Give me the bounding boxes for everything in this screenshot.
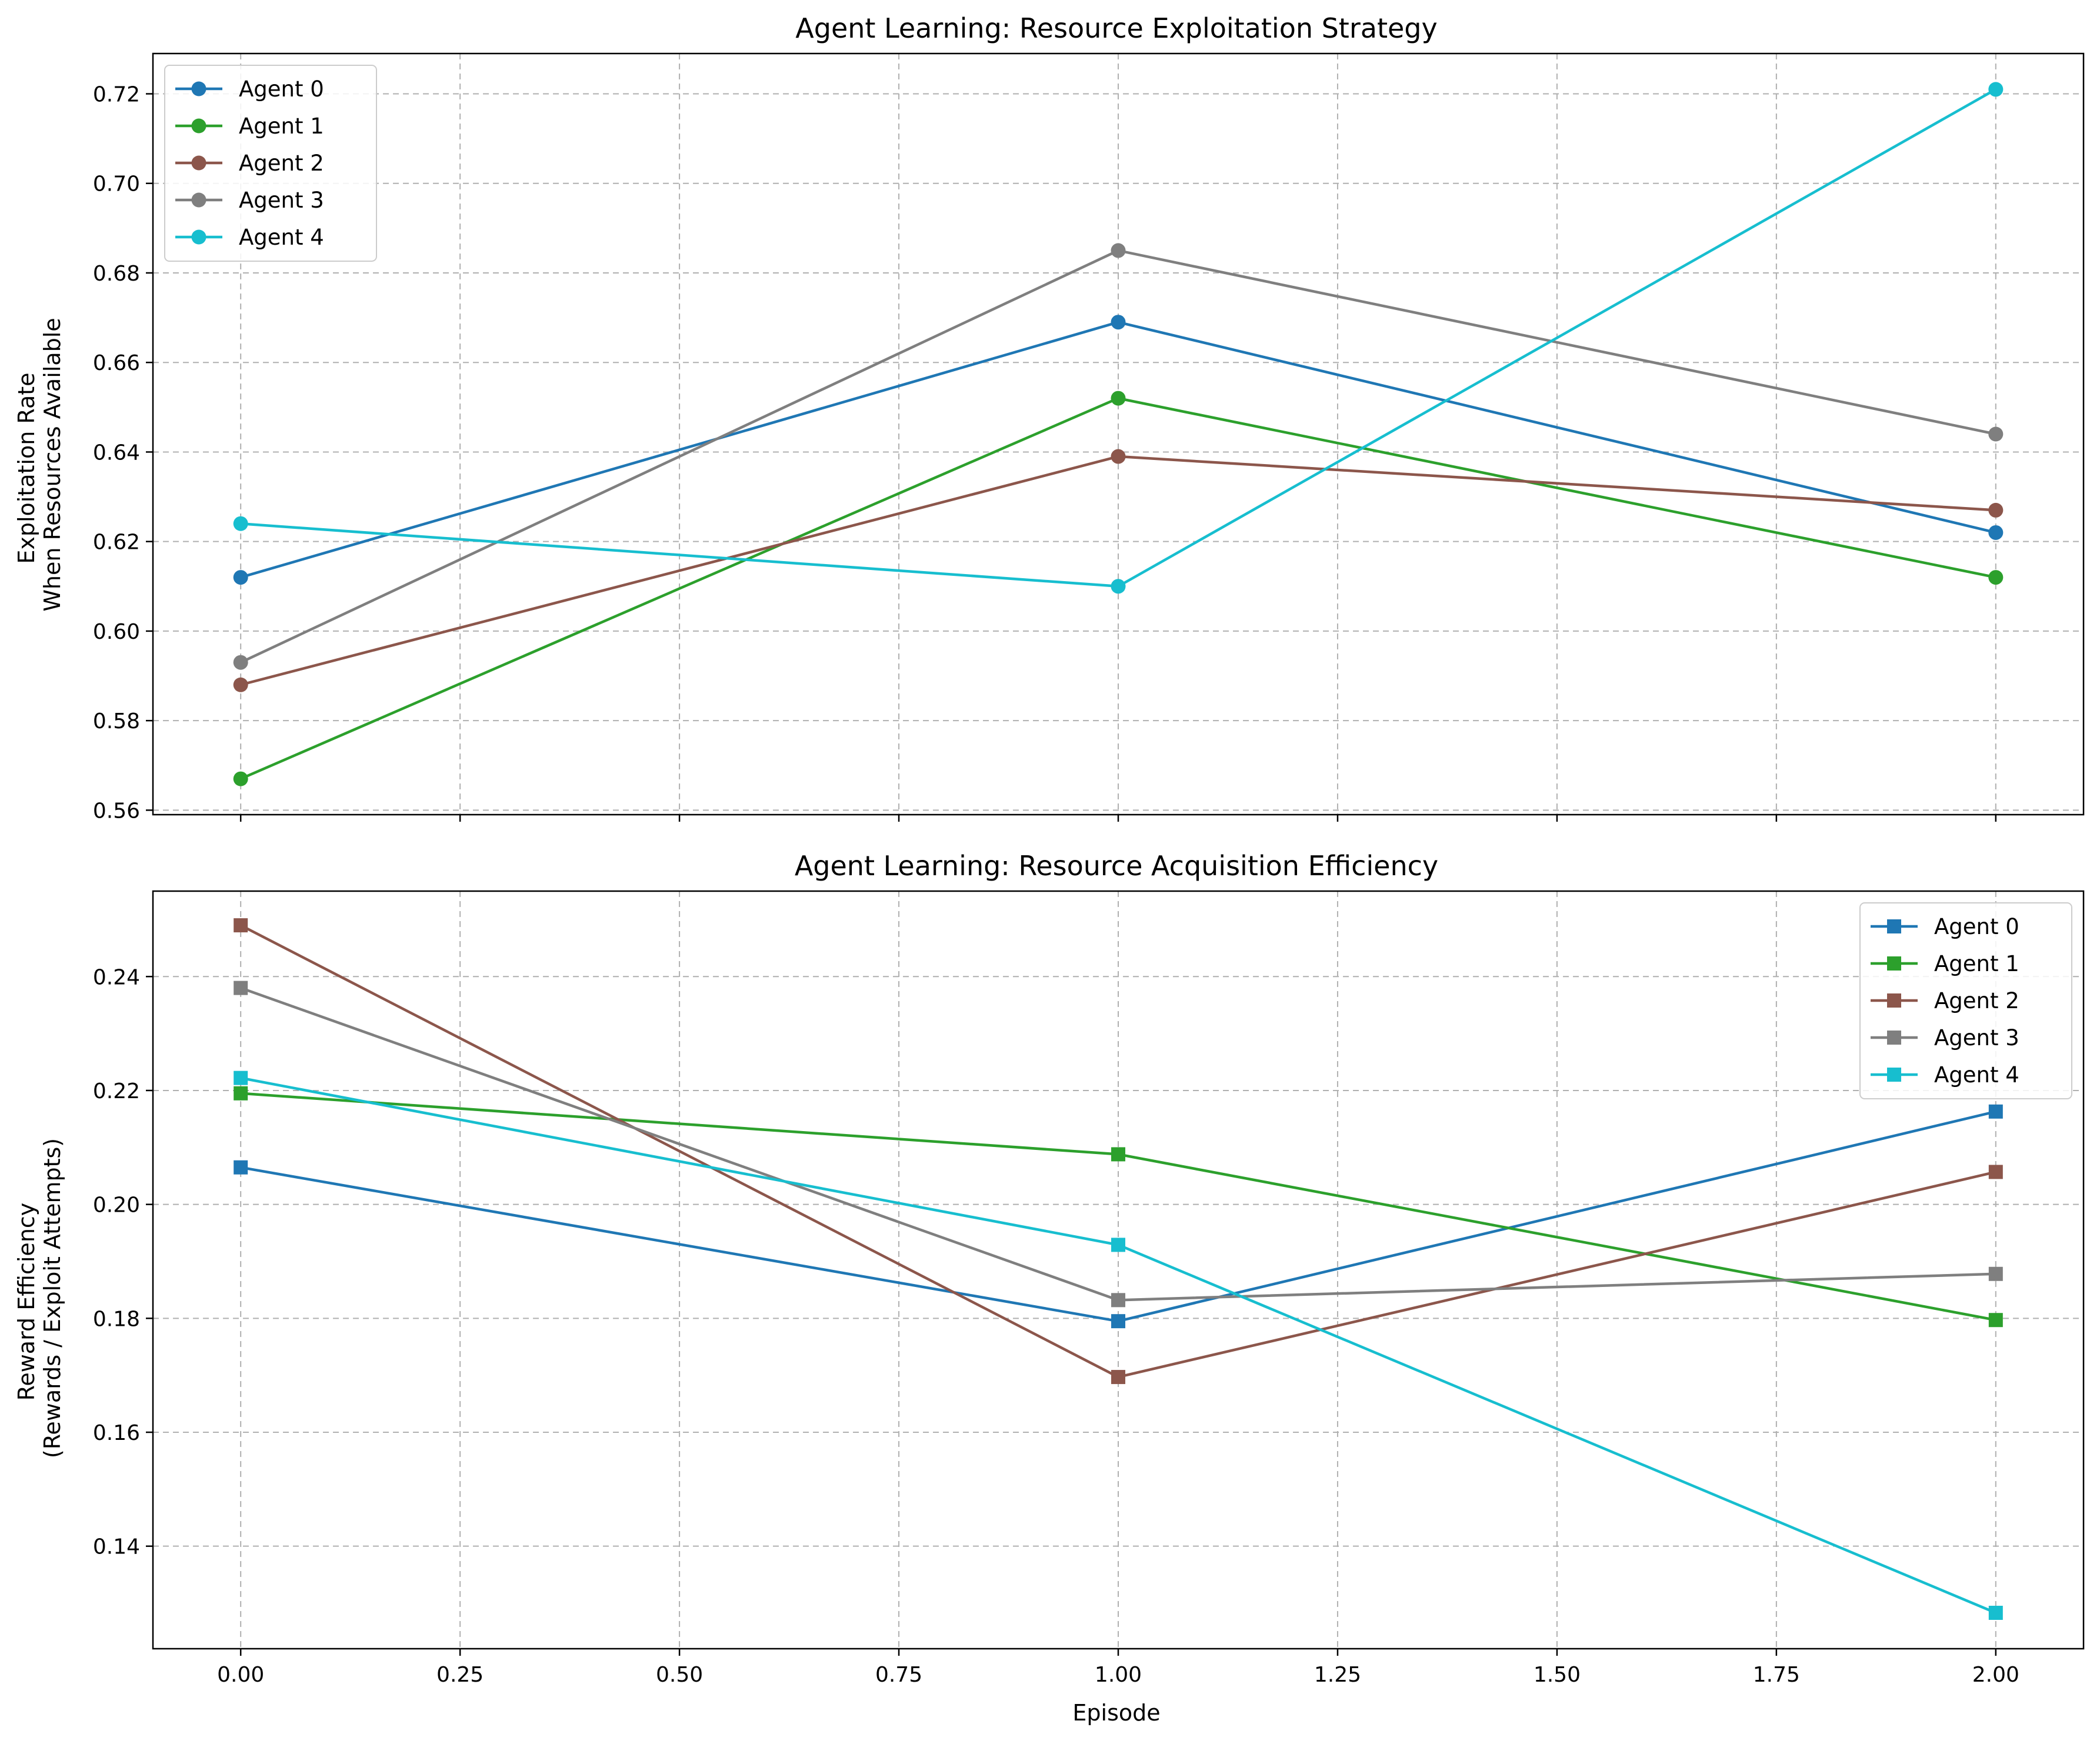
efficiency-x-tick-label: 0.25 — [436, 1663, 484, 1687]
efficiency-chart-title: Agent Learning: Resource Acquisition Eff… — [795, 850, 1438, 882]
efficiency-x-tick-label: 2.00 — [1972, 1663, 2019, 1687]
efficiency-agent-0-legend-marker — [1887, 919, 1901, 933]
exploitation-agent-3-point — [1111, 243, 1126, 258]
efficiency-agent-2-legend-marker — [1887, 993, 1901, 1008]
exploitation-agent-3-legend-label: Agent 3 — [239, 188, 324, 213]
exploitation-agent-2-legend-marker — [191, 155, 206, 171]
efficiency-x-tick-label: 0.00 — [217, 1663, 264, 1687]
efficiency-agent-3-legend-label: Agent 3 — [1934, 1025, 2019, 1051]
exploitation-agent-3-point — [233, 655, 248, 670]
efficiency-agent-4-point — [1988, 1605, 2003, 1620]
exploitation-legend: Agent 0 Agent 1 Agent 2 Agent 3 Agent 4 — [164, 65, 377, 262]
exploitation-agent-2-point — [1988, 502, 2004, 518]
exploitation-agent-4-point — [233, 516, 248, 531]
exploitation-y-tick-label: 0.56 — [93, 799, 140, 823]
efficiency-agent-1-point — [1988, 1313, 2003, 1328]
efficiency-grid — [153, 891, 2084, 1649]
efficiency-agent-4-legend-marker — [1887, 1068, 1901, 1082]
exploitation-y-tick-label: 0.68 — [93, 262, 140, 286]
efficiency-x-tick-label: 1.75 — [1753, 1663, 1800, 1687]
efficiency-agent-0-point — [1111, 1314, 1125, 1329]
exploitation-y-tick-label: 0.64 — [93, 441, 140, 465]
efficiency-agent-2-point — [234, 918, 248, 933]
efficiency-agent-3-point — [1988, 1266, 2003, 1281]
exploitation-y-tick-label: 0.70 — [93, 172, 140, 196]
efficiency-agent-1-legend-marker — [1887, 956, 1901, 971]
efficiency-ticks: 0.00 0.25 0.50 0.75 1.00 1.25 1.50 1.75 2.00 0.14… — [93, 965, 2019, 1687]
efficiency-agent-2-legend-label: Agent 2 — [1934, 988, 2019, 1013]
exploitation-agent-3-legend-marker — [191, 192, 206, 208]
exploitation-agent-1-legend-label: Agent 1 — [239, 114, 324, 139]
exploitation-agent-1-legend-marker — [191, 118, 206, 134]
efficiency-agent-0-point — [234, 1160, 248, 1175]
efficiency-legend: Agent 0 Agent 1 Agent 2 Agent 3 Agent 4 — [1859, 902, 2072, 1099]
exploitation-agent-1-point — [233, 771, 248, 786]
efficiency-y-axis-label: Reward Efficiency (Rewards / Exploit Att… — [14, 1138, 65, 1458]
efficiency-agent-2-point — [1988, 1165, 2003, 1179]
exploitation-ticks: 0.56 0.58 0.60 0.62 0.64 0.66 0.68 0.70 0.72 — [93, 83, 1997, 823]
efficiency-agent-1-point — [234, 1086, 248, 1101]
efficiency-agent-3-legend-marker — [1887, 1031, 1901, 1045]
efficiency-agent-1-point — [1111, 1147, 1125, 1162]
efficiency-y-tick-label: 0.22 — [93, 1079, 140, 1103]
exploitation-y-axis-label-line-2: When Resources Available — [39, 318, 65, 611]
reward-efficiency-panel: Agent Learning: Resource Acquisition Eff… — [14, 850, 2085, 1687]
efficiency-x-tick-label: 1.00 — [1095, 1663, 1142, 1687]
exploitation-agent-1-point — [1111, 391, 1126, 406]
efficiency-agent-1-legend-label: Agent 1 — [1934, 951, 2019, 976]
exploitation-agent-1-point — [1988, 570, 2004, 585]
efficiency-y-tick-label: 0.24 — [93, 965, 140, 989]
exploitation-agent-4-legend-marker — [191, 229, 206, 245]
exploitation-agent-0-legend-label: Agent 0 — [239, 76, 324, 102]
exploitation-agent-0-legend-marker — [191, 81, 206, 96]
exploitation-chart-title: Agent Learning: Resource Exploitation St… — [795, 12, 1437, 44]
exploitation-agent-0-point — [1988, 525, 2004, 540]
efficiency-x-tick-label: 0.75 — [875, 1663, 922, 1687]
exploitation-agent-4-point — [1988, 82, 2004, 97]
exploitation-rate-panel: Agent Learning: Resource Exploitation St… — [14, 12, 2085, 823]
x-axis-label: Episode — [1072, 1700, 1160, 1726]
efficiency-y-axis-label-line-2: (Rewards / Exploit Attempts) — [39, 1138, 65, 1458]
efficiency-x-tick-label: 1.25 — [1314, 1663, 1361, 1687]
efficiency-x-tick-label: 0.50 — [656, 1663, 703, 1687]
exploitation-agent-0-point — [1111, 315, 1126, 330]
exploitation-legend-box — [164, 65, 377, 262]
exploitation-y-tick-label: 0.66 — [93, 351, 140, 375]
efficiency-agent-0-point — [1988, 1104, 2003, 1119]
efficiency-agent-4-point — [234, 1071, 248, 1085]
efficiency-agent-3-point — [1111, 1293, 1125, 1308]
efficiency-y-tick-label: 0.20 — [93, 1193, 140, 1218]
efficiency-y-axis-label-line-1: Reward Efficiency — [14, 1203, 39, 1401]
exploitation-series — [233, 82, 2004, 786]
exploitation-grid — [153, 54, 2084, 815]
efficiency-agent-3-point — [234, 981, 248, 995]
exploitation-y-axis-label: Exploitation Rate When Resources Availab… — [14, 318, 65, 611]
efficiency-agent-2-point — [1111, 1370, 1125, 1385]
exploitation-agent-0-point — [233, 570, 248, 585]
efficiency-agent-4-legend-label: Agent 4 — [1934, 1062, 2019, 1088]
exploitation-agent-2-legend-label: Agent 2 — [239, 151, 324, 176]
exploitation-y-tick-label: 0.72 — [93, 83, 140, 107]
exploitation-y-tick-label: 0.60 — [93, 620, 140, 644]
efficiency-agent-0-legend-label: Agent 0 — [1934, 914, 2019, 939]
efficiency-legend-box — [1859, 902, 2072, 1099]
exploitation-y-axis-label-line-1: Exploitation Rate — [14, 372, 39, 563]
exploitation-agent-3-point — [1988, 426, 2004, 442]
exploitation-agent-2-point — [233, 677, 248, 692]
efficiency-y-tick-label: 0.16 — [93, 1421, 140, 1445]
exploitation-y-tick-label: 0.58 — [93, 709, 140, 733]
efficiency-x-tick-label: 1.50 — [1534, 1663, 1581, 1687]
efficiency-series — [234, 918, 2003, 1620]
efficiency-agent-4-point — [1111, 1238, 1125, 1252]
efficiency-y-tick-label: 0.18 — [93, 1307, 140, 1331]
exploitation-agent-4-legend-label: Agent 4 — [239, 225, 324, 250]
exploitation-agent-2-point — [1111, 449, 1126, 464]
efficiency-y-tick-label: 0.14 — [93, 1535, 140, 1559]
exploitation-agent-4-point — [1111, 579, 1126, 594]
exploitation-y-tick-label: 0.62 — [93, 531, 140, 555]
